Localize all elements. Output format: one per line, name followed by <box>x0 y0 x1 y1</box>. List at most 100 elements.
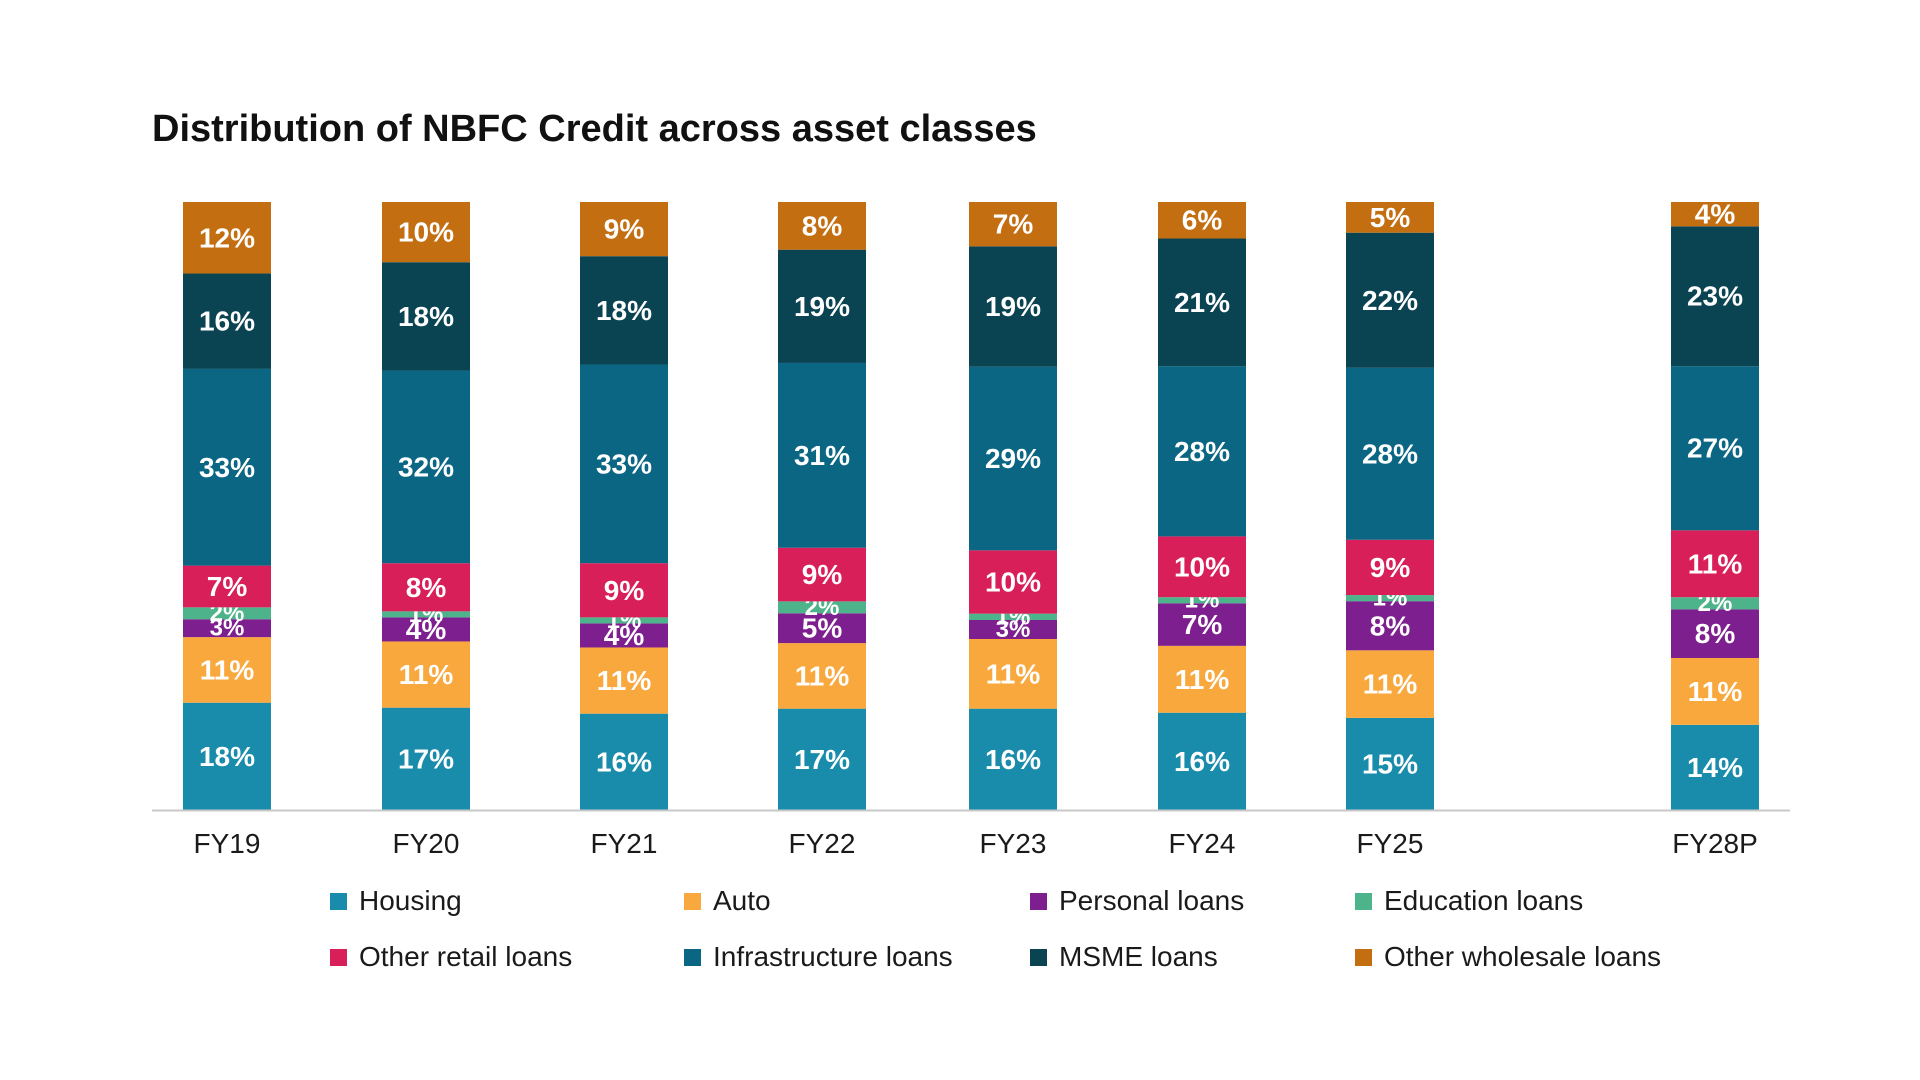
bar-segment-msme-loans-fy25 <box>1346 232 1434 368</box>
data-label-infrastructure-loans-fy19: 33% <box>199 452 255 483</box>
data-label-other-wholesale-loans-fy22: 8% <box>802 210 843 241</box>
bar-segment-personal-loans-fy28p <box>1671 609 1759 658</box>
bar-segment-personal-loans-fy20 <box>382 617 470 642</box>
bar-segment-msme-loans-fy23 <box>969 246 1057 367</box>
bar-segment-infrastructure-loans-fy19 <box>183 368 271 566</box>
data-label-housing-fy19: 18% <box>199 741 255 772</box>
legend-item-infrastructure-loans: Infrastructure loans <box>684 941 953 973</box>
bar-segment-auto-fy20 <box>382 641 470 708</box>
bar-segment-msme-loans-fy22 <box>778 249 866 363</box>
legend-item-msme-loans: MSME loans <box>1030 941 1218 973</box>
data-label-infrastructure-loans-fy22: 31% <box>794 440 850 471</box>
bar-segment-infrastructure-loans-fy22 <box>778 362 866 548</box>
data-label-other-retail-loans-fy28p: 11% <box>1688 548 1743 579</box>
data-label-housing-fy21: 16% <box>596 746 652 777</box>
bar-segment-other-wholesale-loans-fy22 <box>778 202 866 250</box>
bar-segment-education-loans-fy23 <box>969 613 1057 620</box>
legend-label-other-wholesale-loans: Other wholesale loans <box>1384 941 1662 972</box>
data-label-other-wholesale-loans-fy19: 12% <box>199 222 255 253</box>
bar-segment-education-loans-fy24 <box>1158 597 1246 604</box>
bar-segment-other-retail-loans-fy24 <box>1158 536 1246 598</box>
bar-segment-auto-fy24 <box>1158 645 1246 713</box>
x-tick-label-fy21: FY21 <box>591 828 658 859</box>
data-label-infrastructure-loans-fy20: 32% <box>398 451 454 482</box>
legend-label-education-loans: Education loans <box>1384 885 1584 916</box>
data-label-housing-fy23: 16% <box>985 744 1041 775</box>
legend-label-personal-loans: Personal loans <box>1059 885 1245 916</box>
data-label-housing-fy25: 15% <box>1362 748 1418 779</box>
data-label-other-wholesale-loans-fy28p: 4% <box>1695 199 1736 230</box>
bar-segment-auto-fy28p <box>1671 658 1759 725</box>
legend-label-other-retail-loans: Other retail loans <box>359 941 573 972</box>
data-label-other-wholesale-loans-fy23: 7% <box>993 209 1034 240</box>
data-label-msme-loans-fy22: 19% <box>794 291 850 322</box>
x-tick-label-fy24: FY24 <box>1169 828 1236 859</box>
bar-segment-education-loans-fy20 <box>382 611 470 618</box>
data-label-other-retail-loans-fy21: 9% <box>604 575 645 606</box>
data-label-personal-loans-fy23: 3% <box>996 616 1031 643</box>
legend-item-auto: Auto <box>684 885 771 917</box>
x-tick-label-fy19: FY19 <box>194 828 261 859</box>
bar-segment-personal-loans-fy24 <box>1158 603 1246 646</box>
bar-segment-other-retail-loans-fy21 <box>580 563 668 618</box>
bar-segment-education-loans-fy25 <box>1346 595 1434 602</box>
bar-segment-education-loans-fy22 <box>778 601 866 614</box>
bar-segment-auto-fy25 <box>1346 650 1434 718</box>
bar-segment-personal-loans-fy21 <box>580 623 668 648</box>
bar-segment-other-retail-loans-fy25 <box>1346 539 1434 596</box>
x-tick-label-fy25: FY25 <box>1357 828 1424 859</box>
bar-segment-auto-fy19 <box>183 637 271 703</box>
data-label-infrastructure-loans-fy23: 29% <box>985 443 1041 474</box>
data-label-other-retail-loans-fy24: 10% <box>1174 551 1230 582</box>
data-label-housing-fy20: 17% <box>398 743 454 774</box>
data-label-housing-fy22: 17% <box>794 744 850 775</box>
legend-label-infrastructure-loans: Infrastructure loans <box>713 941 953 972</box>
data-label-auto-fy24: 11% <box>1175 664 1230 695</box>
data-label-housing-fy24: 16% <box>1174 746 1230 777</box>
data-label-auto-fy23: 11% <box>986 658 1041 689</box>
data-label-personal-loans-fy25: 8% <box>1370 610 1411 641</box>
data-label-other-wholesale-loans-fy25: 5% <box>1370 202 1411 233</box>
bar-segment-other-wholesale-loans-fy19 <box>183 202 271 274</box>
bar-segment-personal-loans-fy23 <box>969 620 1057 639</box>
bar-segment-other-retail-loans-fy22 <box>778 547 866 602</box>
data-label-infrastructure-loans-fy21: 33% <box>596 448 652 479</box>
legend-item-other-wholesale-loans: Other wholesale loans <box>1355 941 1661 973</box>
bar-segment-other-wholesale-loans-fy28p <box>1671 202 1759 227</box>
data-label-msme-loans-fy23: 19% <box>985 291 1041 322</box>
data-label-auto-fy20: 11% <box>399 659 454 690</box>
data-label-other-wholesale-loans-fy21: 9% <box>604 214 645 245</box>
bar-segment-infrastructure-loans-fy21 <box>580 364 668 564</box>
bar-segment-personal-loans-fy22 <box>778 613 866 644</box>
data-label-auto-fy19: 11% <box>200 654 255 685</box>
data-label-msme-loans-fy25: 22% <box>1362 285 1418 316</box>
data-label-other-wholesale-loans-fy24: 6% <box>1182 205 1223 236</box>
bar-segment-msme-loans-fy24 <box>1158 238 1246 367</box>
data-label-infrastructure-loans-fy24: 28% <box>1174 436 1230 467</box>
data-label-msme-loans-fy24: 21% <box>1174 287 1230 318</box>
bar-segment-other-wholesale-loans-fy20 <box>382 202 470 263</box>
bar-segment-msme-loans-fy20 <box>382 262 470 371</box>
legend-swatch-personal-loans <box>1030 892 1047 910</box>
bar-segment-housing-fy24 <box>1158 712 1246 810</box>
data-label-msme-loans-fy20: 18% <box>398 301 454 332</box>
data-label-other-wholesale-loans-fy20: 10% <box>398 217 454 248</box>
data-label-personal-loans-fy22: 5% <box>802 613 843 644</box>
chart-title: Distribution of NBFC Credit across asset… <box>152 108 1037 150</box>
data-label-personal-loans-fy21: 4% <box>604 620 645 651</box>
bar-segment-auto-fy22 <box>778 643 866 709</box>
bar-segment-personal-loans-fy19 <box>183 619 271 638</box>
x-tick-label-fy22: FY22 <box>789 828 856 859</box>
bar-segment-housing-fy28p <box>1671 724 1759 810</box>
bar-segment-other-retail-loans-fy28p <box>1671 530 1759 598</box>
bar-segment-housing-fy25 <box>1346 717 1434 810</box>
legend-item-education-loans: Education loans <box>1355 885 1583 917</box>
bar-segment-infrastructure-loans-fy25 <box>1346 367 1434 540</box>
x-tick-label-fy28p: FY28P <box>1672 828 1758 859</box>
legend-item-other-retail-loans: Other retail loans <box>330 941 572 973</box>
data-label-personal-loans-fy28p: 8% <box>1695 618 1736 649</box>
bar-segment-housing-fy22 <box>778 708 866 810</box>
bar-segment-education-loans-fy21 <box>580 617 668 624</box>
bar-segment-auto-fy23 <box>969 639 1057 709</box>
